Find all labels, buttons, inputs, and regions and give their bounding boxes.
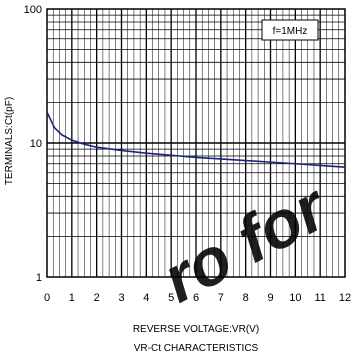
series-line (46, 111, 346, 168)
x-axis-label: REVERSE VOLTAGE:VR(V) (133, 324, 259, 335)
x-tick-label: 11 (314, 292, 325, 304)
y-tick-label: 1 (36, 272, 42, 284)
x-tick-label: 12 (339, 292, 351, 304)
x-tick-label: 8 (243, 292, 249, 304)
x-tick-label: 2 (94, 292, 100, 304)
y-axis-label: TERMINALS:Ct(pF) (4, 97, 15, 185)
x-tick-label: 9 (267, 292, 273, 304)
annotation-box (261, 19, 319, 41)
annotation-label: f=1MHz (273, 26, 308, 37)
chart-title: VR-Ct CHARACTERISTICS (134, 343, 259, 354)
y-tick-labels: 1 10 100 (24, 4, 42, 284)
plot-frame (46, 8, 346, 278)
x-tick-label: 1 (69, 292, 75, 304)
x-tick-label: 0 (44, 292, 50, 304)
y-tick-label: 10 (30, 138, 42, 150)
x-tick-labels: 0 1 2 3 4 5 6 7 8 9 10 11 12 (44, 292, 351, 304)
x-tick-label: 7 (218, 292, 224, 304)
series-layer (46, 111, 346, 168)
x-tick-label: 6 (193, 292, 199, 304)
x-tick-label: 10 (289, 292, 301, 304)
y-tick-label: 100 (24, 4, 42, 16)
x-tick-label: 4 (143, 292, 149, 304)
x-tick-label: 5 (168, 292, 174, 304)
grid (47, 9, 345, 277)
x-tick-label: 3 (118, 292, 124, 304)
